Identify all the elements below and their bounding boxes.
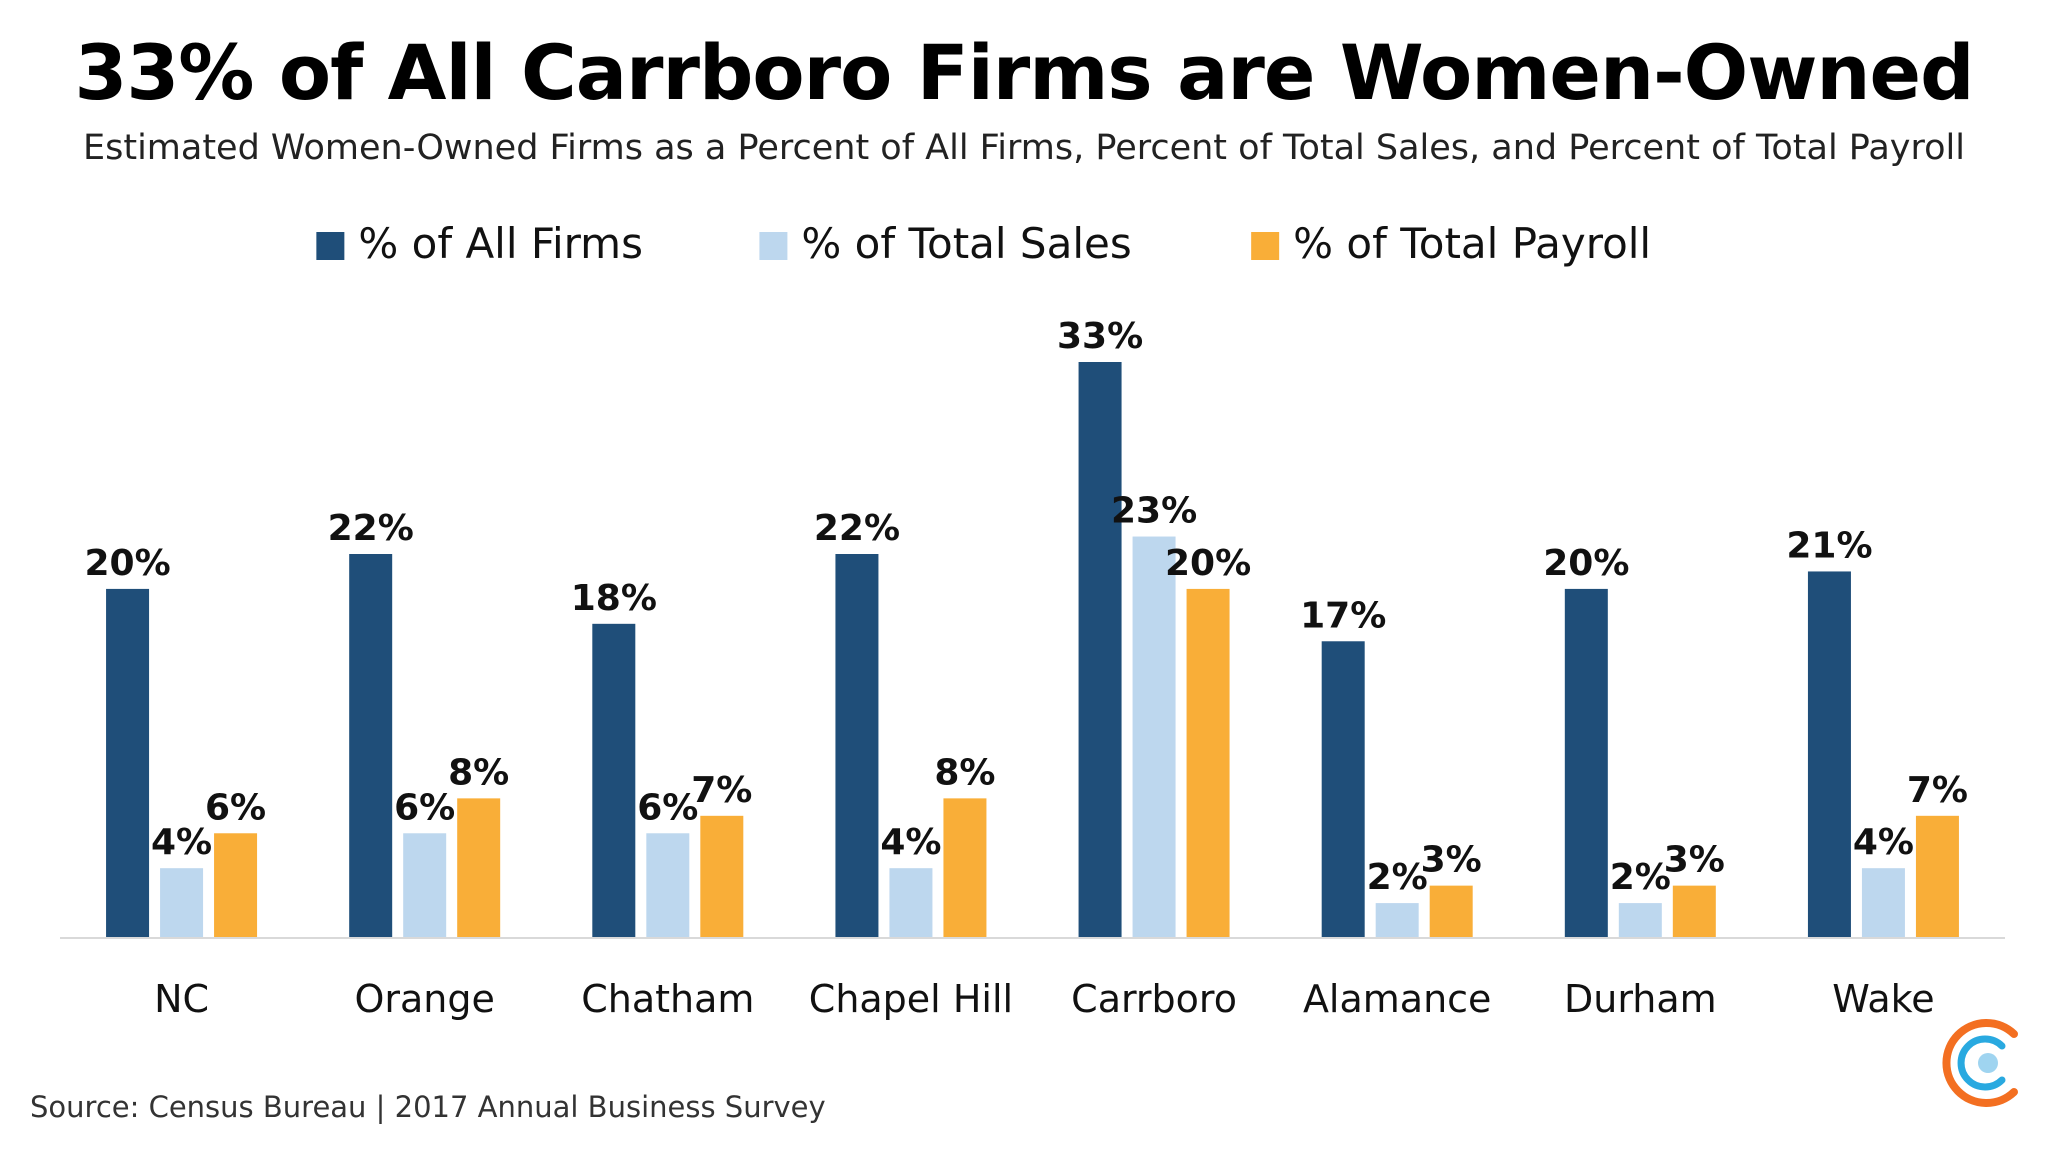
- data-label: 18%: [571, 578, 657, 619]
- legend-swatch-2: [759, 232, 788, 260]
- data-label: 22%: [328, 508, 414, 549]
- bar-wake-series-3: [1915, 815, 1959, 938]
- data-label: 2%: [1367, 857, 1428, 898]
- bar-chapel-hill-series-1: [835, 554, 879, 938]
- x-tick-label: Alamance: [1303, 977, 1492, 1021]
- chart-subtitle: Estimated Women-Owned Firms as a Percent…: [83, 128, 1965, 168]
- data-label: 7%: [691, 770, 752, 811]
- bar-chatham-series-3: [700, 815, 744, 938]
- bar-alamance-series-3: [1429, 885, 1473, 938]
- legend-label-1: % of All Firms: [358, 219, 643, 268]
- bar-durham-series-2: [1618, 903, 1662, 938]
- logo-outer-arc: [1942, 1019, 2018, 1107]
- bar-wake-series-1: [1807, 571, 1851, 938]
- x-tick-label: Chapel Hill: [809, 977, 1013, 1021]
- bar-durham-series-3: [1672, 885, 1716, 938]
- source-note: Source: Census Bureau | 2017 Annual Busi…: [30, 1090, 826, 1124]
- legend-swatch-3: [1251, 232, 1280, 260]
- data-label: 3%: [1664, 840, 1725, 881]
- data-label: 23%: [1111, 491, 1197, 532]
- chart-title: 33% of All Carrboro Firms are Women-Owne…: [74, 28, 1975, 117]
- data-label: 3%: [1421, 840, 1482, 881]
- legend-label-3: % of Total Payroll: [1293, 219, 1651, 268]
- data-label: 20%: [84, 543, 170, 584]
- census-logo-icon: [1942, 1019, 2018, 1107]
- data-label: 21%: [1786, 525, 1872, 566]
- x-tick-label: Carrboro: [1071, 977, 1237, 1021]
- data-label: 20%: [1543, 543, 1629, 584]
- x-tick-label: Orange: [354, 977, 494, 1021]
- bar-wake-series-2: [1861, 868, 1905, 938]
- data-label: 20%: [1165, 543, 1251, 584]
- bar-nc-series-3: [214, 833, 258, 938]
- data-label: 7%: [1907, 770, 1968, 811]
- data-label: 4%: [880, 822, 941, 863]
- data-label: 22%: [814, 508, 900, 549]
- bar-nc-series-1: [106, 588, 150, 938]
- data-labels: 20%4%6%22%6%8%18%6%7%22%4%8%33%23%20%17%…: [84, 316, 1968, 898]
- x-tick-label: NC: [154, 977, 209, 1021]
- logo-center-dot: [1978, 1053, 1998, 1073]
- bar-orange-series-1: [349, 554, 393, 938]
- data-label: 6%: [394, 787, 455, 828]
- bar-carrboro-series-3: [1186, 588, 1230, 938]
- bar-carrboro-series-1: [1078, 362, 1122, 938]
- data-label: 2%: [1610, 857, 1671, 898]
- bar-chatham-series-2: [646, 833, 690, 938]
- bar-orange-series-3: [457, 798, 501, 938]
- x-axis-ticks: NC Orange Chatham Chapel Hill Carrboro Alaman…: [154, 977, 1935, 1021]
- data-label: 17%: [1300, 595, 1386, 636]
- x-tick-label: Durham: [1564, 977, 1717, 1021]
- bar-alamance-series-2: [1375, 903, 1419, 938]
- data-label: 4%: [151, 822, 212, 863]
- bar-chapel-hill-series-2: [889, 868, 933, 938]
- data-label: 6%: [205, 787, 266, 828]
- bar-chatham-series-1: [592, 623, 636, 938]
- bar-orange-series-2: [403, 833, 447, 938]
- logo-middle-arc: [1957, 1035, 2006, 1091]
- data-label: 8%: [934, 752, 995, 793]
- legend-swatch-1: [316, 232, 345, 260]
- data-label: 33%: [1057, 316, 1143, 357]
- bar-carrboro-series-2: [1132, 536, 1176, 938]
- legend-label-2: % of Total Sales: [801, 219, 1131, 268]
- bars: [106, 362, 1959, 938]
- data-label: 8%: [448, 752, 509, 793]
- bar-chapel-hill-series-3: [943, 798, 987, 938]
- data-label: 4%: [1853, 822, 1914, 863]
- data-label: 6%: [637, 787, 698, 828]
- legend: % of All Firms % of Total Sales % of Total…: [316, 219, 1651, 268]
- x-tick-label: Wake: [1832, 977, 1934, 1021]
- bar-durham-series-1: [1564, 588, 1608, 938]
- bar-nc-series-2: [160, 868, 204, 938]
- bar-alamance-series-1: [1321, 641, 1365, 938]
- x-tick-label: Chatham: [581, 977, 754, 1021]
